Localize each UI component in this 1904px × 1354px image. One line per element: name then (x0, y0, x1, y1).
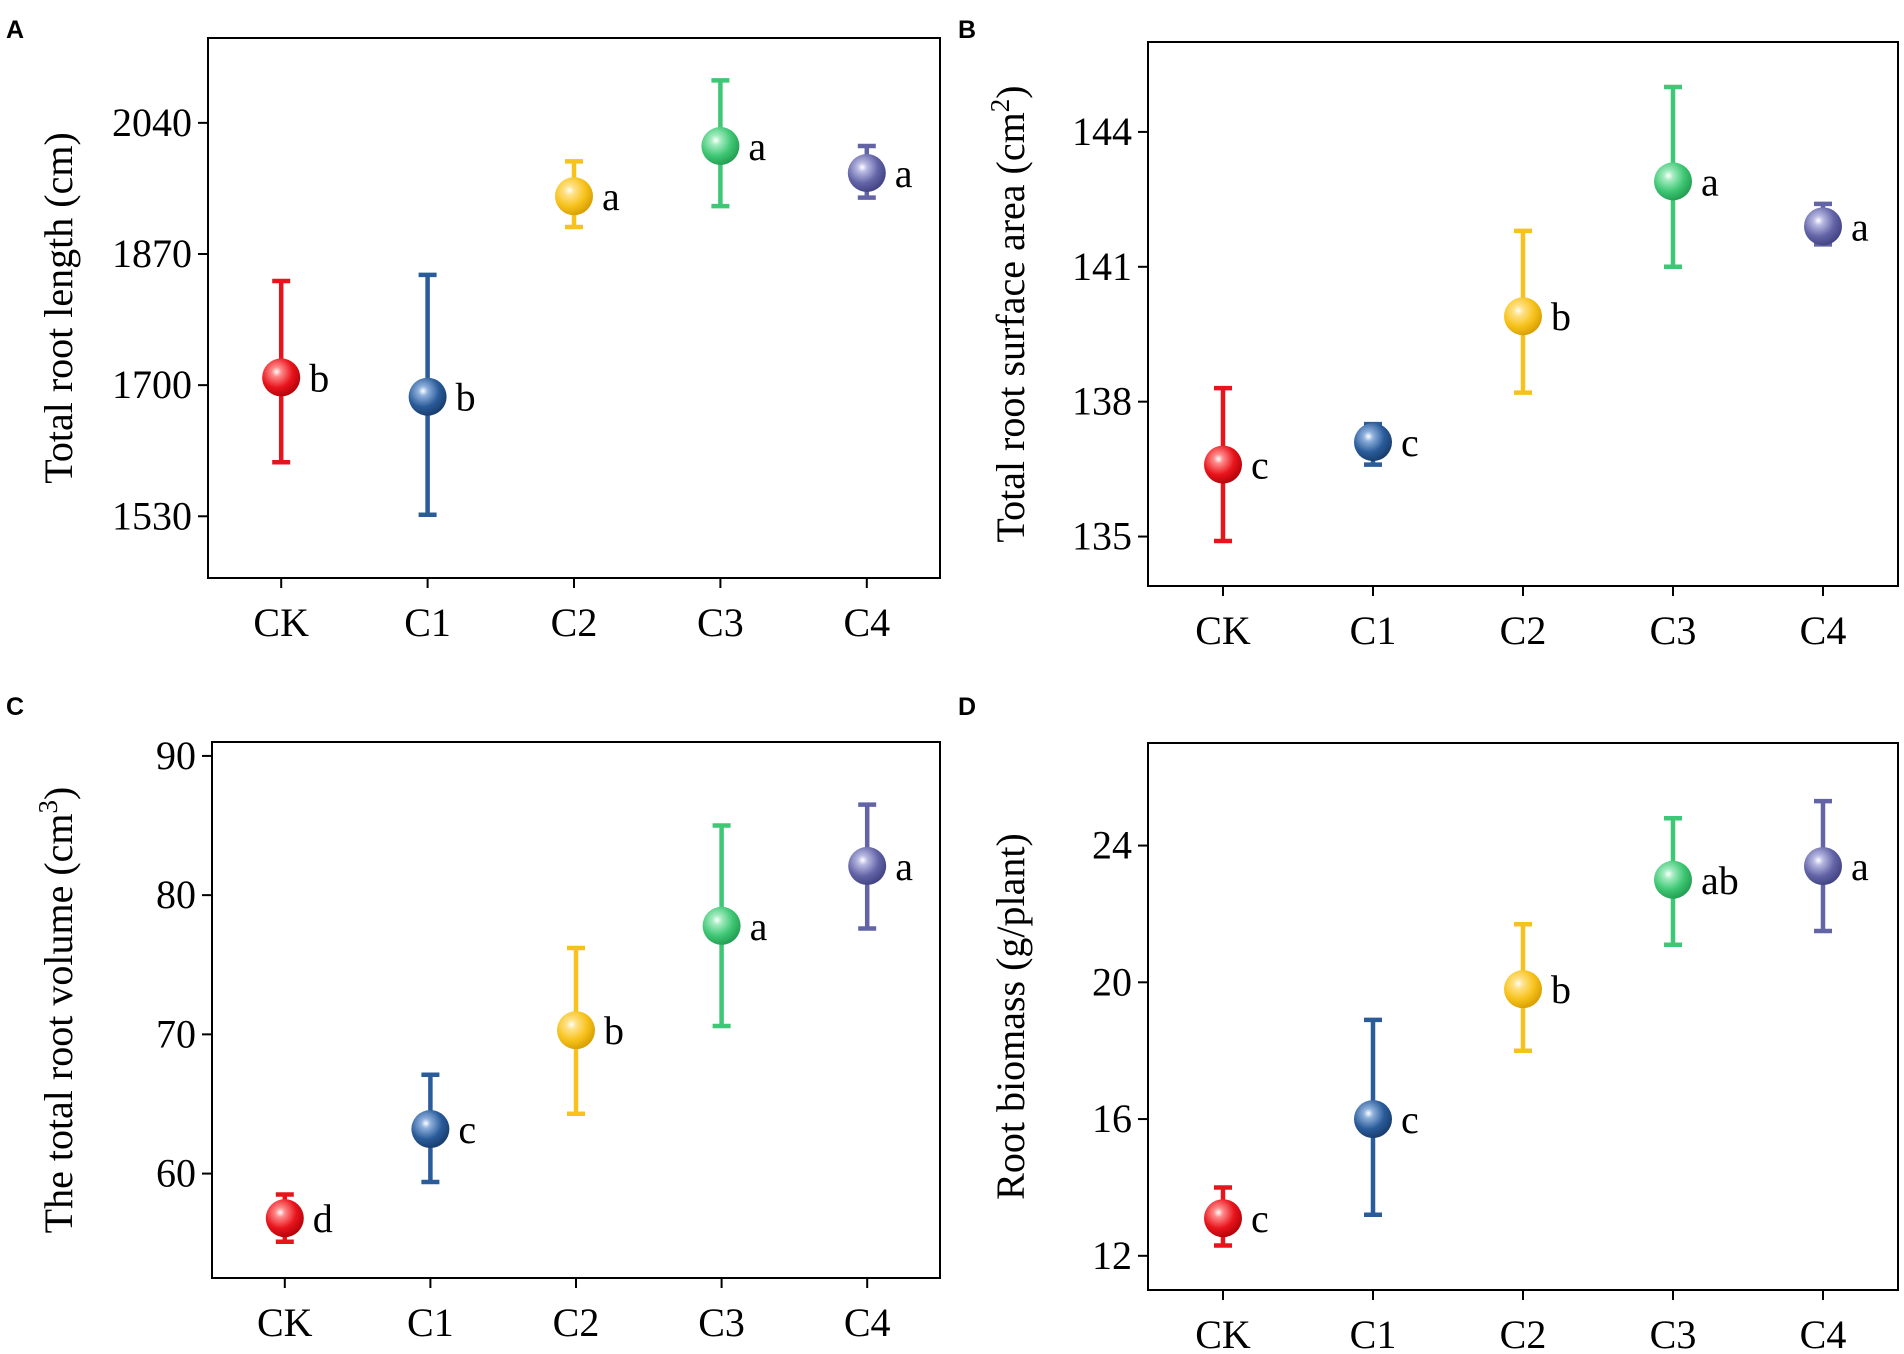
significance-label: c (1251, 443, 1269, 488)
significance-label: a (895, 844, 913, 889)
x-tick-label: CK (1195, 1312, 1251, 1354)
x-tick-label: C3 (1650, 608, 1697, 653)
plot-d: 12 16 20 24 CK C1 C2 C3 C4 Root biomass (g/plant)… (988, 742, 1899, 1354)
y-tick-label: 24 (1092, 823, 1132, 868)
significance-label: c (1401, 1097, 1419, 1142)
data-point (262, 358, 301, 397)
x-tick-label: C3 (697, 600, 744, 645)
x-tick-label: C3 (1650, 1312, 1697, 1354)
data-point (1804, 207, 1842, 246)
significance-label: b (1551, 294, 1571, 339)
data-point (847, 154, 886, 192)
y-tick-label: 1870 (112, 231, 192, 276)
y-axis-title: Root biomass (g/plant) (988, 833, 1033, 1200)
significance-label: b (456, 375, 476, 420)
data-point (701, 127, 740, 165)
x-tick-label: CK (257, 1300, 313, 1345)
significance-label: d (313, 1196, 333, 1241)
y-axis-title: The total root volume (cm3) (33, 787, 81, 1234)
significance-label: a (750, 904, 768, 949)
x-tick-label: C4 (844, 1300, 891, 1345)
significance-label: b (1551, 967, 1571, 1012)
panel-letter-b: B (958, 16, 976, 44)
significance-label: a (1701, 159, 1719, 204)
plot-frame (207, 37, 941, 579)
panel-c: C 60 70 80 90 CK C1 C2 C3 C4 The total root volum… (6, 693, 941, 1345)
x-tick-label: C4 (843, 600, 890, 645)
data-point (1204, 1199, 1242, 1238)
significance-label: c (458, 1107, 476, 1152)
data-point (408, 377, 447, 416)
x-tick-label: C2 (1500, 1312, 1547, 1354)
y-tick-label: 1700 (112, 362, 192, 407)
y-tick-label: 16 (1092, 1096, 1132, 1141)
data-point (411, 1110, 450, 1149)
x-tick-label: C2 (551, 600, 598, 645)
data-point (848, 846, 887, 885)
x-tick-label: C1 (407, 1300, 454, 1345)
data-point (557, 1011, 595, 1050)
y-tick-label: 1530 (112, 493, 192, 538)
y-tick-label: 144 (1072, 109, 1132, 154)
significance-label: ab (1701, 858, 1739, 903)
y-tick-label: 70 (156, 1011, 196, 1056)
significance-label: c (1251, 1196, 1269, 1241)
x-tick-label: C3 (698, 1300, 745, 1345)
data-point (702, 906, 741, 945)
y-tick-label: 60 (156, 1151, 196, 1196)
y-tick-label: 135 (1072, 514, 1132, 559)
data-point (1804, 847, 1842, 886)
x-tick-label: C4 (1800, 608, 1847, 653)
x-tick-label: CK (1195, 608, 1251, 653)
data-point (1654, 860, 1692, 899)
y-tick-label: 80 (156, 872, 196, 917)
x-tick-label: C1 (1350, 608, 1397, 653)
y-axis-title: Total root length (cm) (36, 132, 81, 484)
panel-letter-c: C (6, 693, 24, 721)
x-tick-label: CK (253, 600, 309, 645)
x-tick-label: C4 (1800, 1312, 1847, 1354)
y-tick-label: 12 (1092, 1233, 1132, 1278)
y-tick-label: 90 (156, 733, 196, 778)
panel-a: A 1530 1700 1870 2040 CK C1 C2 C3 C4 Total root l… (6, 16, 941, 645)
plot-a: 1530 1700 1870 2040 CK C1 C2 C3 C4 Total root len… (36, 37, 941, 645)
panel-d: D 12 16 20 24 CK C1 C2 C3 C4 Root biomass (g/plan… (958, 693, 1899, 1354)
data-point (1504, 297, 1542, 336)
plot-b: 135 138 141 144 CK C1 C2 C3 C4 Total root surface… (985, 41, 1899, 653)
significance-label: b (309, 355, 329, 400)
significance-label: a (602, 174, 620, 219)
data-point (555, 177, 593, 216)
data-point (1654, 162, 1692, 201)
x-tick-label: C1 (1350, 1312, 1397, 1354)
significance-label: c (1401, 420, 1419, 465)
panel-letter-a: A (6, 16, 24, 44)
data-point (1504, 970, 1542, 1009)
data-point (265, 1199, 304, 1238)
y-tick-label: 141 (1072, 244, 1132, 289)
y-axis-title: Total root surface area (cm2) (985, 85, 1033, 542)
data-point (1204, 445, 1242, 484)
plot-c: 60 70 80 90 CK C1 C2 C3 C4 The total root volume … (33, 733, 941, 1345)
significance-label: a (1851, 204, 1869, 249)
significance-label: a (1851, 844, 1869, 889)
x-tick-label: C1 (404, 600, 451, 645)
panel-b: B 135 138 141 144 CK C1 C2 C3 C4 Total root surfa… (958, 16, 1899, 653)
y-tick-label: 138 (1072, 379, 1132, 424)
x-tick-label: C2 (1500, 608, 1547, 653)
y-tick-label: 2040 (112, 100, 192, 145)
y-tick-label: 20 (1092, 959, 1132, 1004)
data-point (1354, 423, 1392, 462)
data-point (1354, 1100, 1392, 1139)
significance-label: a (748, 124, 766, 169)
significance-label: b (604, 1008, 624, 1053)
panel-letter-d: D (958, 693, 976, 721)
significance-label: a (895, 151, 913, 196)
x-tick-label: C2 (553, 1300, 600, 1345)
